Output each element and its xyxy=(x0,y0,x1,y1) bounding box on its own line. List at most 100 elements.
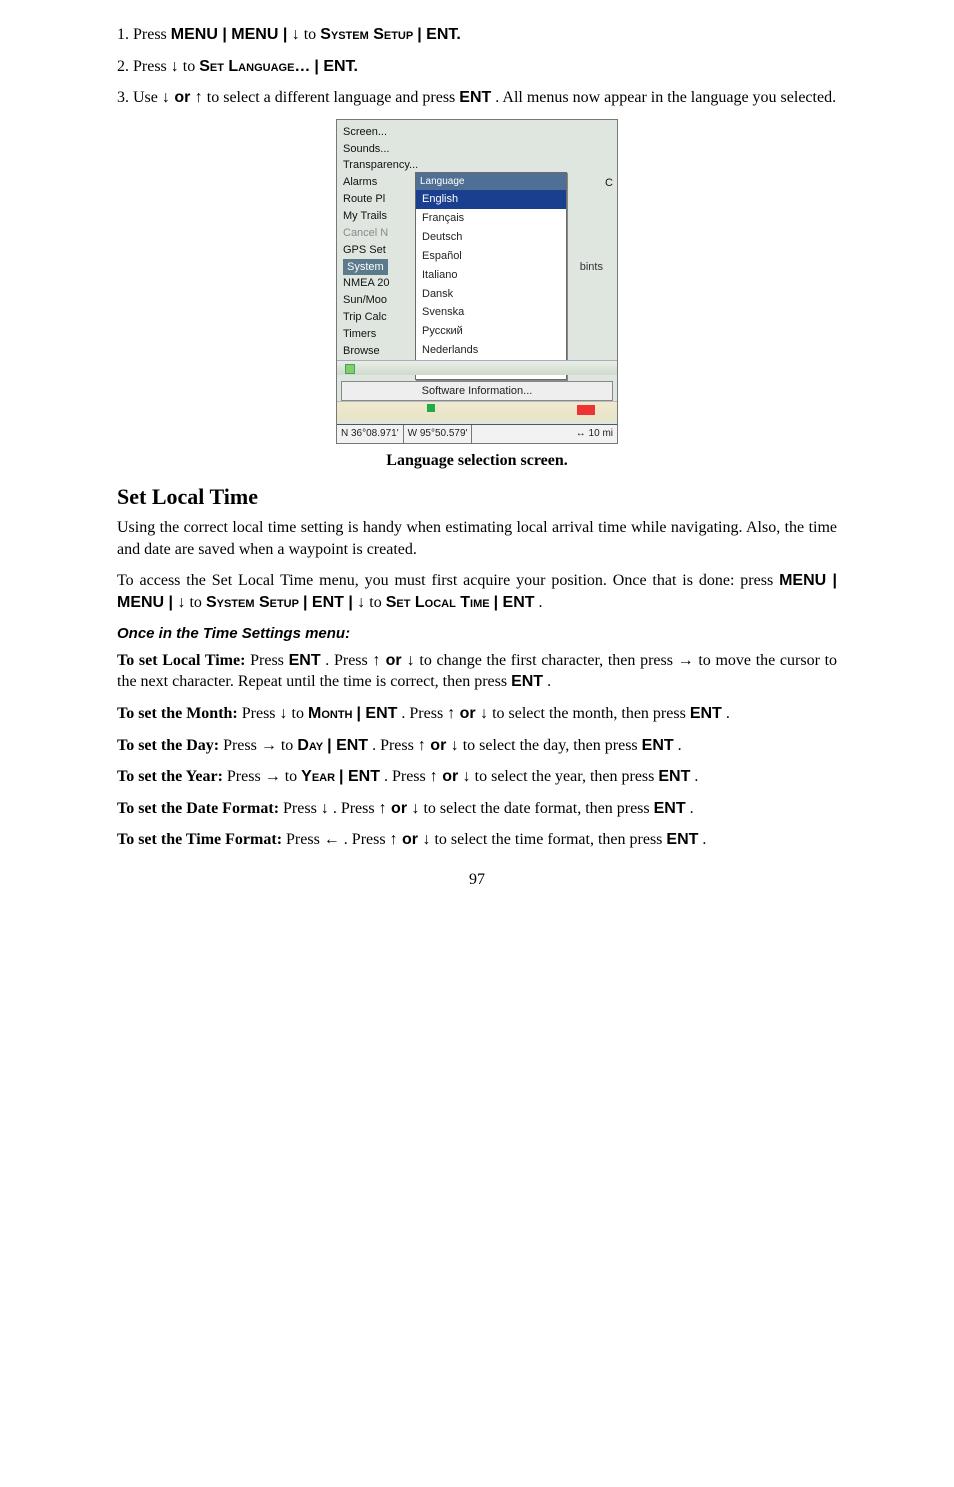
text: to xyxy=(183,58,199,75)
text: to xyxy=(304,26,320,43)
software-info-button[interactable]: Software Information... xyxy=(341,381,613,402)
key: → xyxy=(261,737,277,754)
status-lon: W 95°50.579' xyxy=(404,425,473,443)
key: | ENT xyxy=(339,768,380,785)
screenshot-container: Screen... Sounds... Transparency... Alar… xyxy=(117,119,837,444)
lang-option[interactable]: Svenska xyxy=(416,303,566,322)
figure-caption: Language selection screen. xyxy=(117,450,837,472)
smallcaps-label: Month xyxy=(308,705,353,722)
text: Press xyxy=(223,737,261,754)
text: to xyxy=(189,594,205,611)
text: . Press xyxy=(325,652,372,669)
text: . xyxy=(702,831,706,848)
menu-item-highlight: System xyxy=(343,259,388,276)
text: to xyxy=(285,768,301,785)
text: to xyxy=(281,737,297,754)
key: ← xyxy=(324,831,340,848)
text: . xyxy=(726,705,730,722)
icon-row xyxy=(337,360,617,375)
text: to select a different language and press xyxy=(207,89,460,106)
step-1: 1. Press MENU | MENU | ↓ to System Setup… xyxy=(117,24,837,46)
text: . xyxy=(547,673,551,690)
lead: To set the Year: xyxy=(117,768,223,785)
lead: To set the Day: xyxy=(117,737,219,754)
key-seq: MENU | MENU | ↓ xyxy=(171,26,300,43)
text: . Press xyxy=(333,800,379,817)
key: ENT xyxy=(658,768,690,785)
smallcaps-label: Set Language… xyxy=(199,58,310,75)
text: . Press xyxy=(372,737,418,754)
step-2: 2. Press ↓ to Set Language… | ENT. xyxy=(117,56,837,78)
set-year: To set the Year: Press → to Year | ENT .… xyxy=(117,766,837,788)
text: Press xyxy=(283,800,321,817)
smallcaps-label: System Setup xyxy=(320,26,413,43)
text: to select the year, then press xyxy=(475,768,659,785)
set-time-format: To set the Time Format: Press ← . Press … xyxy=(117,829,837,851)
cutoff-text: C xyxy=(605,176,613,191)
page-number: 97 xyxy=(117,869,837,891)
smallcaps-label: System Setup xyxy=(206,594,299,611)
language-popup: Language English Français Deutsch Españo… xyxy=(415,172,567,380)
text: Press xyxy=(286,831,324,848)
text: to select the time format, then press xyxy=(434,831,666,848)
text: 1. Press xyxy=(117,26,171,43)
set-local-time: To set Local Time: Press ENT . Press ↑ o… xyxy=(117,650,837,693)
key: → xyxy=(678,652,694,669)
key: | ENT xyxy=(356,705,397,722)
lang-option[interactable]: Español xyxy=(416,247,566,266)
text: Press xyxy=(227,768,265,785)
set-month: To set the Month: Press ↓ to Month | ENT… xyxy=(117,703,837,725)
key-seq: | ENT. xyxy=(417,26,461,43)
key: ↑ or ↓ xyxy=(379,800,420,817)
key: ENT xyxy=(642,737,674,754)
green-marker xyxy=(427,404,435,412)
text: To access the Set Local Time menu, you m… xyxy=(117,572,779,589)
key: ENT xyxy=(289,652,321,669)
text: . Press xyxy=(344,831,390,848)
red-marker xyxy=(577,405,595,415)
key-seq: | ENT. xyxy=(314,58,358,75)
lang-option[interactable]: Русский xyxy=(416,322,566,341)
set-date-format: To set the Date Format: Press ↓ . Press … xyxy=(117,798,837,820)
key: ENT xyxy=(690,705,722,722)
key: | ENT xyxy=(327,737,368,754)
cutoff-text: bints xyxy=(580,260,603,275)
set-day: To set the Day: Press → to Day | ENT . P… xyxy=(117,735,837,757)
text: 2. Press xyxy=(117,58,171,75)
step-3: 3. Use ↓ or ↑ to select a different lang… xyxy=(117,87,837,109)
map-strip xyxy=(337,401,617,420)
key-seq: ↓ or ↑ xyxy=(162,89,203,106)
lang-option[interactable]: Dansk xyxy=(416,285,566,304)
text: . xyxy=(694,768,698,785)
lang-option[interactable]: Français xyxy=(416,209,566,228)
text: to select the date format, then press xyxy=(423,800,653,817)
key-seq: | ENT xyxy=(494,594,535,611)
lead: To set the Date Format: xyxy=(117,800,279,817)
text: to xyxy=(292,705,308,722)
text: to change the first character, then pres… xyxy=(419,652,677,669)
lead: To set the Month: xyxy=(117,705,238,722)
lang-option-selected[interactable]: English xyxy=(416,190,566,209)
menu-item: Sounds... xyxy=(343,141,611,158)
text: . All menus now appear in the language y… xyxy=(495,89,836,106)
key: ENT xyxy=(459,89,491,106)
key: ↑ or ↓ xyxy=(447,705,488,722)
lang-option[interactable]: Deutsch xyxy=(416,228,566,247)
text: to xyxy=(369,594,385,611)
popup-title: Language xyxy=(416,173,566,191)
lang-option[interactable]: Italiano xyxy=(416,266,566,285)
text: . xyxy=(539,594,543,611)
key: ENT xyxy=(666,831,698,848)
text: Press xyxy=(250,652,288,669)
key: → xyxy=(265,768,281,785)
key: ↑ or ↓ xyxy=(430,768,471,785)
key: ↑ or ↓ xyxy=(390,831,431,848)
lead: To set Local Time: xyxy=(117,652,245,669)
lang-option[interactable]: Nederlands xyxy=(416,341,566,360)
smallcaps-label: Year xyxy=(301,768,335,785)
key: ENT xyxy=(654,800,686,817)
text: 3. Use xyxy=(117,89,162,106)
text: to select the month, then press xyxy=(492,705,690,722)
text: . xyxy=(690,800,694,817)
status-lat: N 36°08.971' xyxy=(337,425,404,443)
